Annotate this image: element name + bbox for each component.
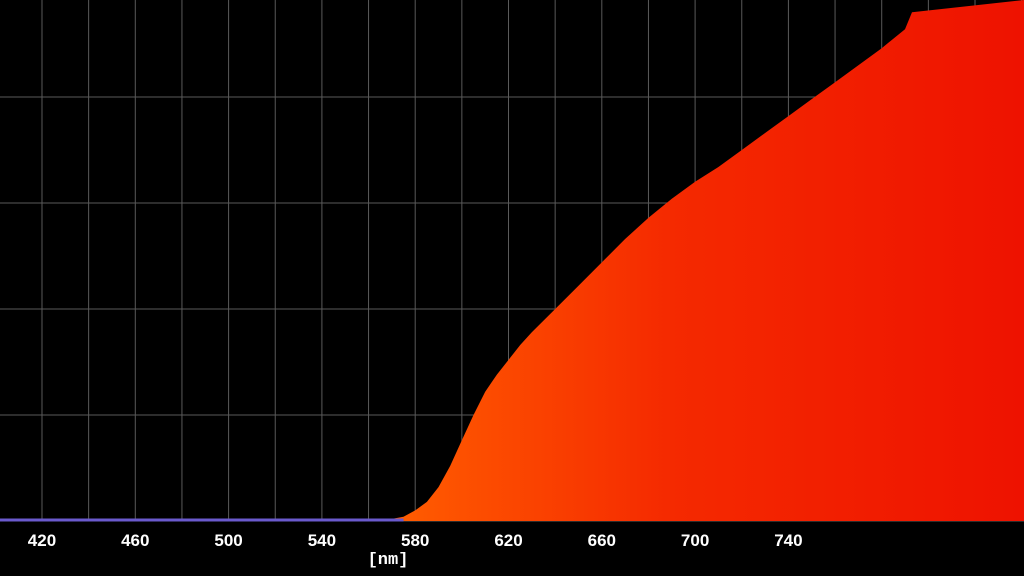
series-area-group	[0, 0, 1024, 522]
x-tick-label: 540	[308, 531, 336, 550]
x-tick-label: 500	[214, 531, 242, 550]
x-tick-label: 700	[681, 531, 709, 550]
x-tick-label: 420	[28, 531, 56, 550]
spectrum-area	[0, 0, 1024, 521]
x-tick-label: 660	[588, 531, 616, 550]
x-tick-label: 740	[774, 531, 802, 550]
x-tick-label: 620	[494, 531, 522, 550]
x-tick-label: 460	[121, 531, 149, 550]
x-tick-label: 580	[401, 531, 429, 550]
x-axis-ticks: 420 460 500 540 580 620 660 700 740	[28, 531, 803, 550]
x-axis-unit-label: [nm]	[368, 551, 409, 570]
